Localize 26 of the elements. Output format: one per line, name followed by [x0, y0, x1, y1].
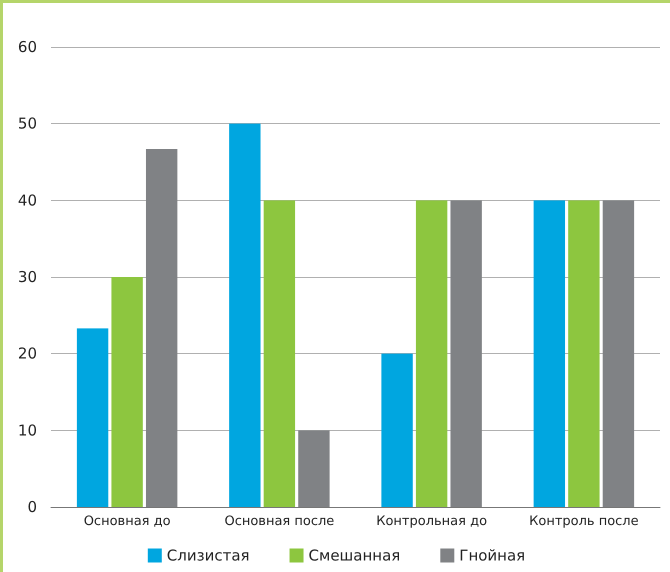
bar [146, 148, 178, 507]
y-tick-label: 40 [18, 191, 37, 210]
bar [568, 200, 600, 507]
bar [416, 200, 448, 507]
legend-label: Слизистая [166, 546, 250, 564]
bar [381, 354, 413, 507]
bar [450, 200, 482, 507]
y-tick-label: 20 [18, 344, 37, 363]
legend-label: Смешанная [308, 546, 400, 564]
bar [298, 430, 330, 507]
bar [229, 124, 261, 507]
y-tick-label: 60 [18, 38, 37, 56]
y-tick-label: 50 [18, 114, 37, 133]
x-tick-label: Основная до [84, 514, 171, 529]
bar [111, 277, 143, 507]
y-tick-label: 0 [27, 498, 37, 516]
bar [602, 200, 634, 507]
y-tick-label: 30 [18, 268, 37, 286]
bar [264, 200, 296, 507]
x-tick-label: Контроль после [529, 514, 639, 529]
y-tick-label: 10 [18, 421, 37, 440]
bar [534, 200, 566, 507]
x-tick-label: Основная после [224, 514, 334, 529]
x-tick-label: Контрольная до [376, 514, 488, 529]
legend-label: Гнойная [459, 546, 526, 564]
bar [76, 328, 108, 507]
